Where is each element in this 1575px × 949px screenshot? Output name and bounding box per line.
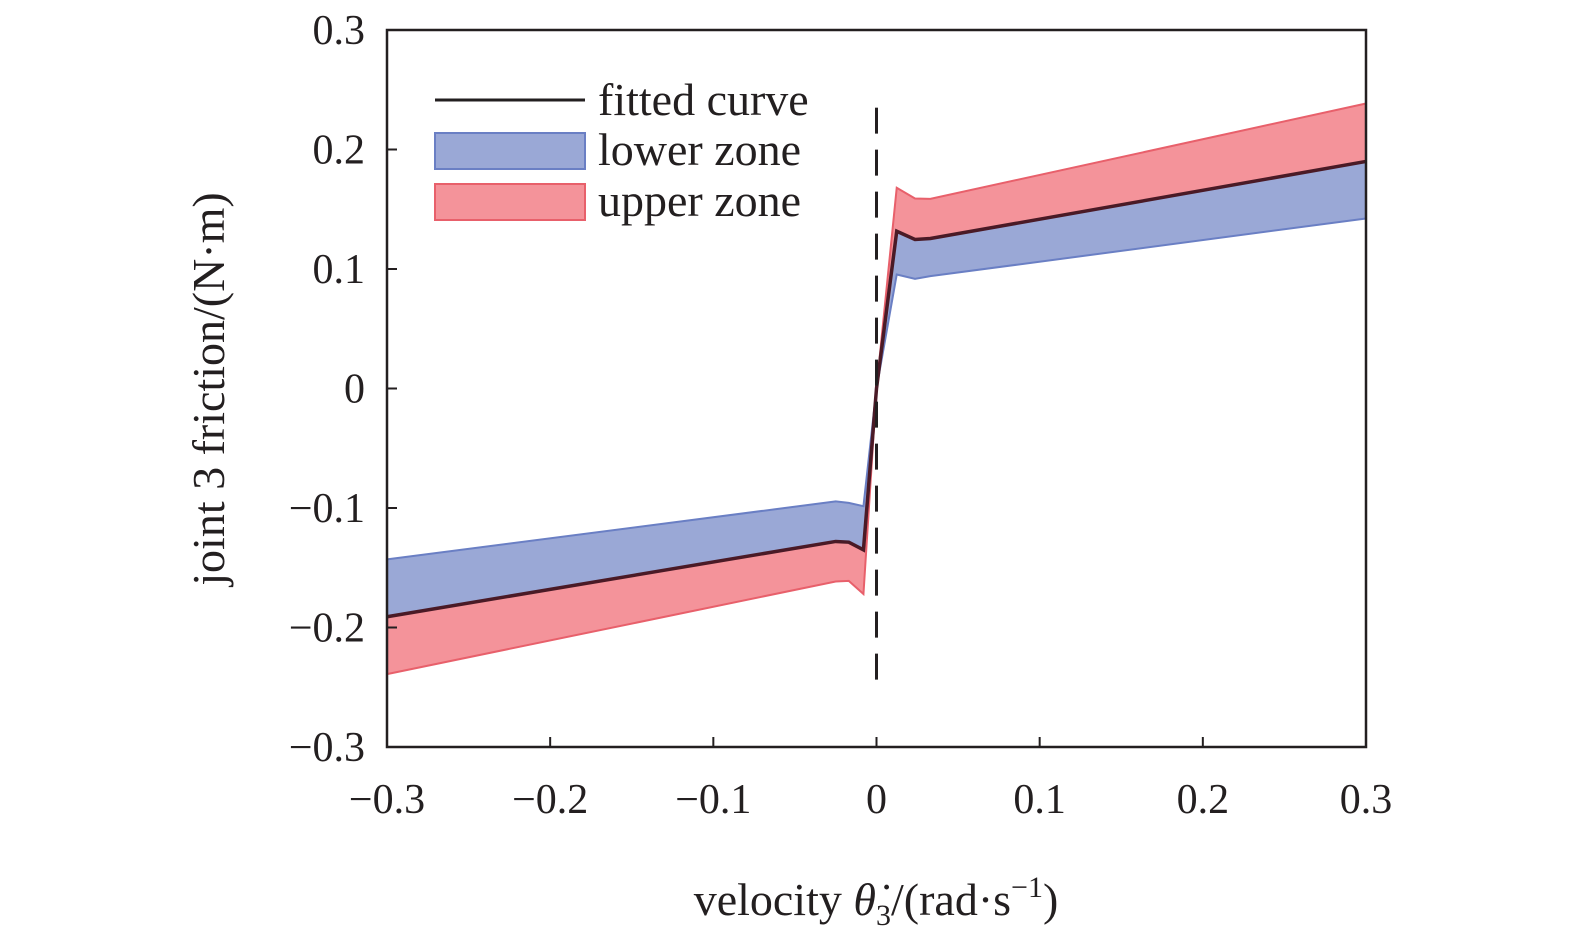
- fitted-curve: [386, 159, 1367, 619]
- x-label-suffix: ): [1043, 874, 1058, 925]
- y-tick-label: 0.3: [313, 8, 366, 54]
- x-label-subscript: 3: [876, 899, 891, 932]
- x-label-prefix: velocity: [694, 874, 854, 925]
- legend-label-fitted: fitted curve: [598, 74, 809, 125]
- y-tick-label: 0: [344, 367, 365, 413]
- y-tick-label: −0.2: [289, 606, 365, 652]
- y-tick-label: 0.2: [313, 128, 366, 174]
- legend: fitted curve lower zone upper zone: [434, 74, 809, 226]
- legend-swatch-upper: [434, 183, 586, 221]
- ticks: −0.3 −0.2 −0.1 0 0.1 0.2 0.3 −0.3 −0.2 −0.1 0 0.1 0.…: [289, 8, 1392, 823]
- x-label-mid: /(rad·s: [891, 874, 1011, 925]
- lower-zone-band: [387, 161, 1366, 617]
- legend-label-lower: lower zone: [598, 124, 801, 175]
- x-tick-label: −0.3: [349, 777, 425, 823]
- y-tick-label: 0.1: [313, 247, 366, 293]
- x-tick-label: 0.3: [1340, 777, 1393, 823]
- x-tick-label: 0.2: [1177, 777, 1230, 823]
- x-tick-label: −0.2: [512, 777, 588, 823]
- x-tick-label: 0.1: [1013, 777, 1066, 823]
- y-tick-label: −0.3: [289, 725, 365, 771]
- zones: [387, 103, 1366, 675]
- curves: [386, 102, 1367, 688]
- upper-zone-band: [387, 103, 1366, 675]
- y-tick-label: −0.1: [289, 486, 365, 532]
- legend-label-upper: upper zone: [598, 175, 801, 226]
- x-tick-label: −0.1: [675, 777, 751, 823]
- legend-swatch-lower: [434, 132, 586, 170]
- x-axis-label: velocity θ̇3/(rad·s−1): [694, 871, 1059, 932]
- x-label-superscript: −1: [1011, 871, 1043, 904]
- x-tick-label: 0: [866, 777, 887, 823]
- y-axis-label: joint 3 friction/(N·m): [183, 192, 234, 587]
